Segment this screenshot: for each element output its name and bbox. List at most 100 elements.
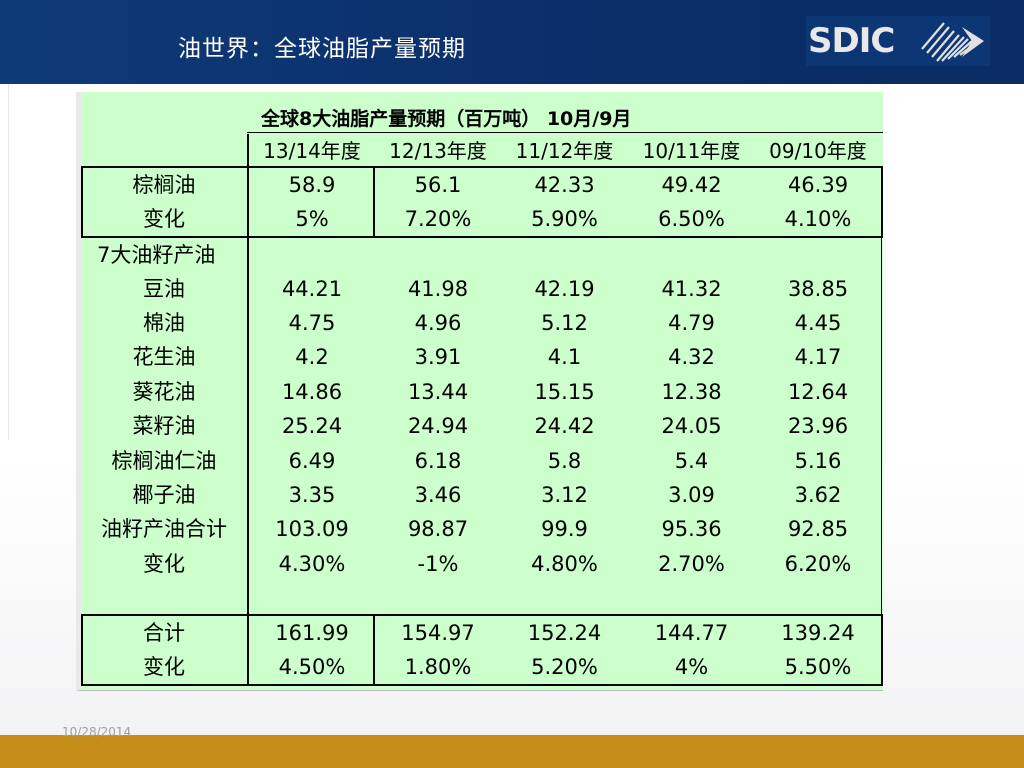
column-header: 13/14年度 bbox=[263, 139, 361, 163]
table-cell: 5.50% bbox=[784, 655, 852, 679]
logo-text: SDIC bbox=[808, 21, 895, 61]
table-cell: 3.62 bbox=[794, 483, 842, 507]
table-cell: 2.70% bbox=[658, 552, 725, 576]
box-line bbox=[81, 614, 883, 616]
column-header: 11/12年度 bbox=[515, 139, 614, 163]
table-cell: 7.20% bbox=[404, 207, 472, 231]
table-cell: 4% bbox=[674, 655, 709, 679]
table-cell: 5% bbox=[295, 207, 329, 231]
table-cell: 4.75 bbox=[288, 311, 336, 335]
table-cell: 12.38 bbox=[661, 380, 722, 404]
table-cell bbox=[249, 582, 375, 616]
table-cell: 24.94 bbox=[407, 414, 469, 438]
column-header: 09/10年度 bbox=[769, 139, 867, 163]
table-cell: 4.10% bbox=[784, 207, 852, 231]
table-cell bbox=[501, 582, 628, 616]
row-label: 变化 bbox=[143, 655, 185, 679]
table-cell: 154.97 bbox=[401, 621, 475, 645]
table-title: 全球8大油脂产量预期（百万吨） 10月/9月 bbox=[261, 108, 632, 130]
table-cell: 4.30% bbox=[278, 552, 346, 576]
row-label: 合计 bbox=[143, 621, 185, 645]
table-cell: 42.33 bbox=[534, 173, 595, 197]
table-cell bbox=[628, 238, 755, 272]
table-cell bbox=[249, 238, 375, 272]
table-cell: 15.15 bbox=[534, 380, 595, 404]
row-label: 棉油 bbox=[143, 311, 185, 335]
table-cell: 5.8 bbox=[547, 449, 582, 473]
table-cell: 5.12 bbox=[541, 311, 588, 335]
table-cell: 4.80% bbox=[531, 552, 598, 576]
table-cell: 98.87 bbox=[407, 517, 469, 541]
box-line bbox=[373, 614, 375, 686]
table-cell: 3.09 bbox=[668, 483, 715, 507]
column-header: 12/13年度 bbox=[389, 139, 487, 163]
box-line bbox=[81, 166, 883, 168]
table-cell: 24.05 bbox=[661, 414, 722, 438]
box-line bbox=[881, 614, 883, 686]
table-cell bbox=[375, 238, 501, 272]
table-cell: 38.85 bbox=[787, 277, 849, 301]
row-label: 菜籽油 bbox=[132, 414, 196, 438]
box-line bbox=[81, 614, 83, 686]
row-label: 花生油 bbox=[132, 345, 196, 369]
table-cell: 14.86 bbox=[281, 380, 343, 404]
box-line bbox=[81, 684, 883, 686]
table-cell: 44.21 bbox=[281, 277, 343, 301]
table-cell: 3.35 bbox=[288, 483, 336, 507]
row-label: 棕榈油仁油 bbox=[111, 449, 217, 473]
table-cell: 6.18 bbox=[414, 449, 462, 473]
table-cell: 152.24 bbox=[527, 621, 602, 645]
table-cell: 4.32 bbox=[668, 345, 715, 369]
table-cell: 5.4 bbox=[674, 449, 709, 473]
slide-header: 油世界：全球油脂产量预期 SDIC bbox=[0, 0, 1024, 84]
table-cell: 4.96 bbox=[414, 311, 462, 335]
box-line bbox=[881, 166, 883, 238]
table-cell: 4.2 bbox=[295, 345, 329, 369]
table-cell: 24.42 bbox=[534, 414, 595, 438]
table-cell: -1% bbox=[417, 552, 459, 576]
row-label: 油籽产油合计 bbox=[101, 517, 227, 541]
header-top-line bbox=[247, 132, 883, 133]
box-line bbox=[373, 166, 375, 238]
footer-band bbox=[0, 735, 1024, 768]
table-cell: 1.80% bbox=[404, 655, 472, 679]
logo-mark-icon bbox=[921, 22, 984, 62]
sdic-logo: SDIC bbox=[806, 16, 990, 66]
table-cell: 6.50% bbox=[658, 207, 725, 231]
table-cell: 4.45 bbox=[794, 311, 842, 335]
table-cell: 95.36 bbox=[661, 517, 722, 541]
table-cell: 4.79 bbox=[668, 311, 715, 335]
table-cell: 5.20% bbox=[531, 655, 598, 679]
table-cell bbox=[755, 238, 881, 272]
table-cell: 4.17 bbox=[794, 345, 842, 369]
table-cell: 5.90% bbox=[531, 207, 598, 231]
row-label: 7大油籽产油 bbox=[97, 243, 216, 267]
grid-edge bbox=[881, 238, 882, 614]
table-cell: 12.64 bbox=[787, 380, 849, 404]
row-label: 豆油 bbox=[143, 277, 185, 301]
table-cell: 49.42 bbox=[661, 173, 722, 197]
table-cell: 6.49 bbox=[288, 449, 336, 473]
col-box-line bbox=[247, 166, 249, 616]
slide-title: 油世界：全球油脂产量预期 bbox=[178, 36, 466, 62]
table-cell: 42.19 bbox=[534, 277, 595, 301]
table-cell: 3.12 bbox=[541, 483, 588, 507]
table-cell: 58.9 bbox=[288, 173, 336, 197]
table-cell: 13.44 bbox=[407, 380, 469, 404]
table-cell bbox=[628, 582, 755, 616]
slide-date: 10/28/2014 bbox=[62, 725, 132, 739]
box-line bbox=[81, 166, 83, 238]
table-cell: 139.24 bbox=[781, 621, 855, 645]
row-label: 变化 bbox=[143, 552, 185, 576]
table-cell: 41.32 bbox=[661, 277, 722, 301]
table-cell: 41.98 bbox=[407, 277, 469, 301]
table-cell bbox=[755, 582, 881, 616]
table-cell bbox=[375, 582, 501, 616]
table-cell: 25.24 bbox=[281, 414, 343, 438]
table-cell: 103.09 bbox=[275, 517, 349, 541]
table-cell: 23.96 bbox=[787, 414, 849, 438]
table-cell: 4.50% bbox=[278, 655, 346, 679]
table-cell: 92.85 bbox=[787, 517, 849, 541]
table-cell: 4.1 bbox=[547, 345, 582, 369]
row-label: 葵花油 bbox=[132, 380, 196, 404]
